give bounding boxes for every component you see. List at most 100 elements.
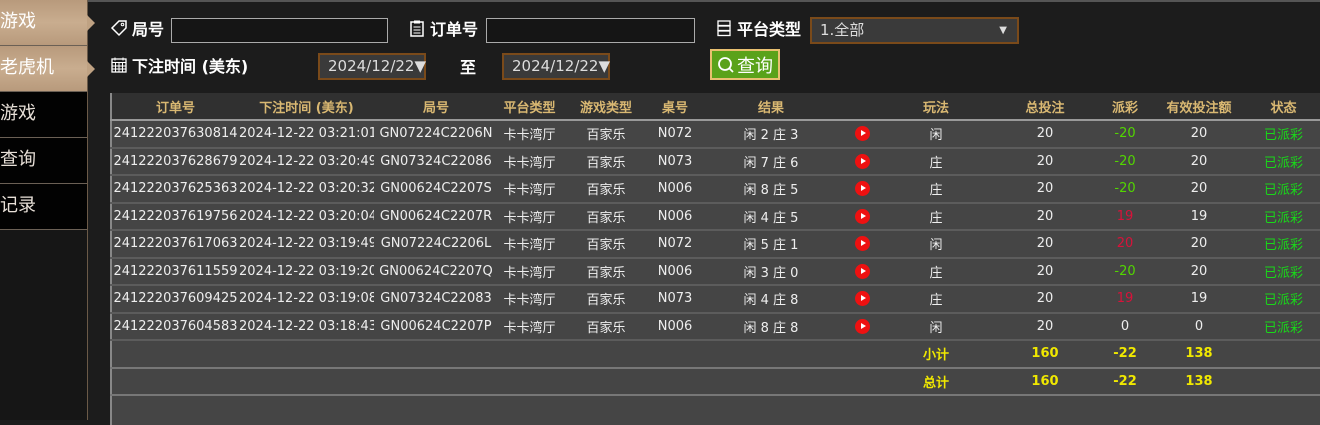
order-id-cell: 241222037628679 bbox=[111, 147, 239, 176]
empty-cell bbox=[651, 340, 699, 369]
empty-cell bbox=[239, 340, 374, 369]
result-cell: 闲 3 庄 0 bbox=[699, 257, 843, 286]
table-no-cell: N006 bbox=[651, 257, 699, 286]
date-from-select[interactable]: 2024/12/22▼ bbox=[318, 53, 426, 80]
video-cell[interactable] bbox=[843, 147, 881, 176]
main-panel: 局号 订单号 平台类型 1.全部 ▼ 下注时间 (美东) 2024/12/22▼ … bbox=[88, 0, 1320, 425]
bet-type-cell: 庄 bbox=[881, 175, 991, 204]
video-cell[interactable] bbox=[843, 175, 881, 204]
bet-time-cell: 2024-12-22 03:20:32 bbox=[239, 175, 374, 204]
column-header: 局号 bbox=[374, 93, 498, 121]
play-video-icon[interactable] bbox=[854, 153, 870, 169]
play-video-icon[interactable] bbox=[854, 181, 870, 197]
play-video-icon[interactable] bbox=[854, 208, 870, 224]
bet-time-cell: 2024-12-22 03:18:43 bbox=[239, 312, 374, 341]
round-id-cell: GN07224C2206L bbox=[374, 230, 498, 259]
empty-cell bbox=[374, 340, 498, 369]
order-id-cell: 241222037630814 bbox=[111, 120, 239, 149]
table-no-cell: N073 bbox=[651, 147, 699, 176]
table-row: 241222037611559 2024-12-22 03:19:20 GN0062… bbox=[111, 257, 1320, 286]
play-video-icon[interactable] bbox=[854, 318, 870, 334]
bet-time-cell: 2024-12-22 03:19:49 bbox=[239, 230, 374, 259]
order-id-cell: 241222037609425 bbox=[111, 285, 239, 314]
platform-cell: 卡卡湾厅 bbox=[498, 312, 561, 341]
video-cell[interactable] bbox=[843, 202, 881, 231]
order-id-cell: 241222037604583 bbox=[111, 312, 239, 341]
video-cell[interactable] bbox=[843, 120, 881, 149]
platform-cell: 卡卡湾厅 bbox=[498, 175, 561, 204]
sidebar-item[interactable]: 游戏 bbox=[0, 92, 87, 138]
caret-down-icon: ▼ bbox=[414, 57, 427, 75]
subtotal-label: 小计 bbox=[881, 340, 991, 369]
sidebar-item[interactable]: 老虎机 bbox=[0, 46, 95, 92]
bet-time-cell: 2024-12-22 03:19:20 bbox=[239, 257, 374, 286]
table-no-cell: N006 bbox=[651, 175, 699, 204]
round-id-cell: GN00624C2207S bbox=[374, 175, 498, 204]
column-header: 玩法 bbox=[881, 93, 991, 121]
status-cell: 已派彩 bbox=[1247, 175, 1320, 204]
empty-cell bbox=[651, 367, 699, 396]
total-payout: -22 bbox=[1099, 367, 1151, 396]
play-video-icon[interactable] bbox=[854, 126, 870, 142]
platform-label: 平台类型 bbox=[715, 16, 801, 40]
platform-cell: 卡卡湾厅 bbox=[498, 257, 561, 286]
table-row: 241222037625363 2024-12-22 03:20:32 GN0062… bbox=[111, 175, 1320, 204]
table-row: 241222037609425 2024-12-22 03:19:08 GN0732… bbox=[111, 285, 1320, 314]
sidebar-item[interactable]: 查询 bbox=[0, 138, 87, 184]
subtotal-valid-bet: 138 bbox=[1151, 340, 1247, 369]
payout-cell: 19 bbox=[1099, 202, 1151, 231]
bet-time-cell: 2024-12-22 03:20:49 bbox=[239, 147, 374, 176]
table-row: 241222037604583 2024-12-22 03:18:43 GN0062… bbox=[111, 312, 1320, 341]
total-bet-cell: 20 bbox=[991, 147, 1099, 176]
date-to-select[interactable]: 2024/12/22▼ bbox=[502, 53, 610, 80]
empty-row bbox=[111, 395, 1320, 425]
subtotal-row: 小计 160 -22 138 bbox=[111, 340, 1320, 369]
video-cell[interactable] bbox=[843, 257, 881, 286]
game-type-cell: 百家乐 bbox=[561, 230, 651, 259]
sidebar-item[interactable]: 游戏 bbox=[0, 0, 95, 46]
order-label: 订单号 bbox=[408, 16, 478, 40]
play-video-icon[interactable] bbox=[854, 291, 870, 307]
caret-down-icon: ▼ bbox=[598, 57, 611, 75]
valid-bet-cell: 20 bbox=[1151, 120, 1247, 149]
play-video-icon[interactable] bbox=[854, 236, 870, 252]
payout-cell: 20 bbox=[1099, 230, 1151, 259]
caret-down-icon: ▼ bbox=[999, 25, 1007, 36]
bet-time-cell: 2024-12-22 03:19:08 bbox=[239, 285, 374, 314]
bet-type-cell: 庄 bbox=[881, 257, 991, 286]
play-video-icon[interactable] bbox=[854, 263, 870, 279]
column-header: 桌号 bbox=[651, 93, 699, 121]
game-type-cell: 百家乐 bbox=[561, 257, 651, 286]
sidebar-item[interactable]: 记录 bbox=[0, 184, 87, 230]
total-bet-cell: 20 bbox=[991, 120, 1099, 149]
valid-bet-cell: 20 bbox=[1151, 147, 1247, 176]
round-input[interactable] bbox=[171, 18, 388, 43]
table-no-cell: N006 bbox=[651, 312, 699, 341]
order-id-cell: 241222037619756 bbox=[111, 202, 239, 231]
game-type-cell: 百家乐 bbox=[561, 312, 651, 341]
payout-cell: -20 bbox=[1099, 175, 1151, 204]
status-cell: 已派彩 bbox=[1247, 285, 1320, 314]
column-header: 有效投注额 bbox=[1151, 93, 1247, 121]
empty-cell bbox=[111, 367, 239, 396]
column-header: 游戏类型 bbox=[561, 93, 651, 121]
video-cell[interactable] bbox=[843, 230, 881, 259]
table-row: 241222037630814 2024-12-22 03:21:01 GN0722… bbox=[111, 120, 1320, 149]
video-cell[interactable] bbox=[843, 285, 881, 314]
valid-bet-cell: 0 bbox=[1151, 312, 1247, 341]
platform-select[interactable]: 1.全部 ▼ bbox=[810, 17, 1019, 44]
status-cell: 已派彩 bbox=[1247, 202, 1320, 231]
total-bet-cell: 20 bbox=[991, 257, 1099, 286]
video-cell[interactable] bbox=[843, 312, 881, 341]
payout-cell: -20 bbox=[1099, 120, 1151, 149]
query-button[interactable]: 查询 bbox=[710, 49, 780, 80]
column-header: 下注时间 (美东) bbox=[239, 93, 374, 121]
game-type-cell: 百家乐 bbox=[561, 175, 651, 204]
table-no-cell: N073 bbox=[651, 285, 699, 314]
round-id-cell: GN07324C22086 bbox=[374, 147, 498, 176]
round-id-cell: GN07324C22083 bbox=[374, 285, 498, 314]
payout-cell: 19 bbox=[1099, 285, 1151, 314]
column-header bbox=[843, 93, 881, 121]
game-type-cell: 百家乐 bbox=[561, 147, 651, 176]
order-input[interactable] bbox=[486, 18, 695, 43]
